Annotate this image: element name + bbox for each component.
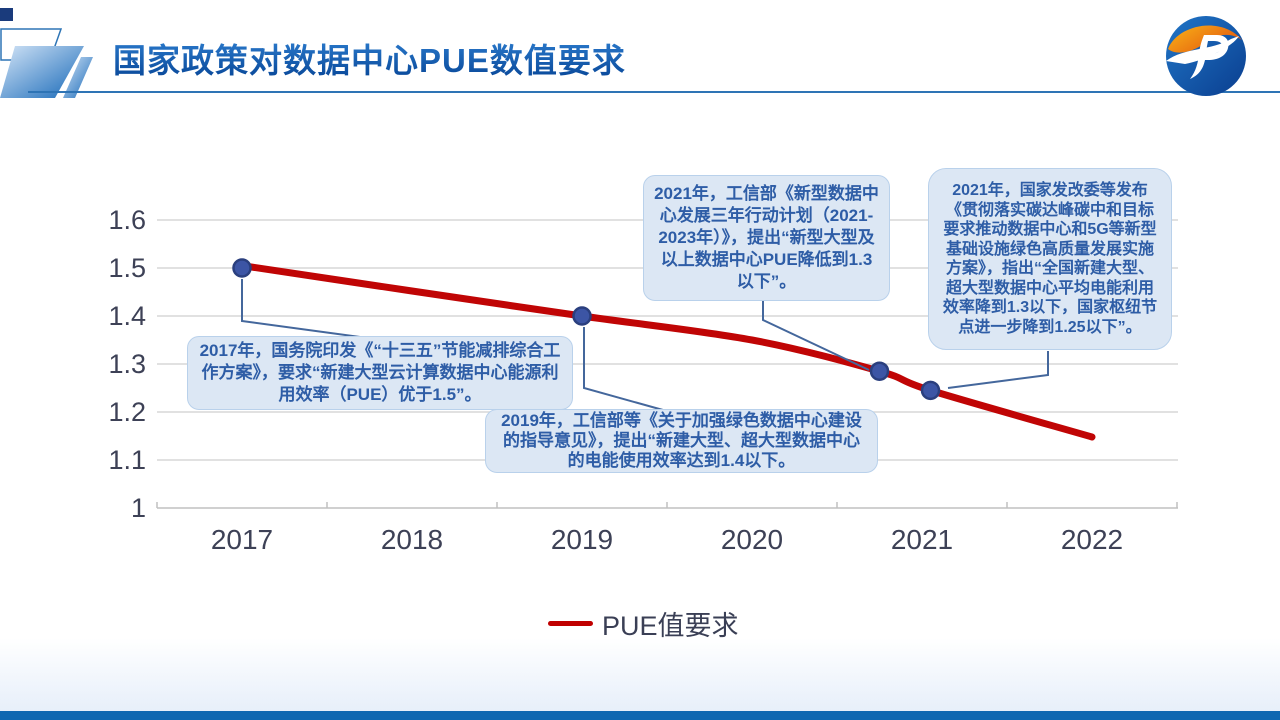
callout-connector-2021-ndrc [947, 351, 1049, 389]
y-tick-label: 1.2 [108, 397, 146, 427]
x-tick-label: 2019 [551, 524, 613, 555]
data-point-marker [232, 258, 252, 278]
chart-legend: PUE值要求 [548, 604, 739, 643]
callout-2017-text: 2017年，国务院印发《“十三五”节能减排综合工作方案》，要求“新建大型云计算数… [199, 341, 561, 404]
y-tick-label: 1 [131, 493, 146, 523]
footer-gradient [0, 638, 1280, 711]
data-point-marker [572, 306, 592, 326]
page-title: 国家政策对数据中心PUE数值要求 [113, 34, 626, 82]
y-tick-label: 1.6 [108, 205, 146, 235]
callout-connector-2019 [583, 327, 664, 411]
callout-2019: 2019年，工信部等《关于加强绿色数据中心建设的指导意见》，提出“新建大型、超大… [485, 409, 878, 473]
y-tick-label: 1.5 [108, 253, 146, 283]
legend-label: PUE值要求 [602, 611, 739, 641]
header-underline [28, 91, 1280, 93]
x-tick-label: 2021 [891, 524, 953, 555]
company-logo-icon [1166, 16, 1246, 96]
callout-2021-miit-text: 2021年，工信部《新型数据中心发展三年行动计划（2021-2023年）》，提出… [654, 184, 879, 291]
callout-connector-2021-miit [762, 301, 870, 371]
header-decoration-icon [0, 8, 93, 98]
legend-line-swatch [548, 621, 593, 626]
footer-bar [0, 711, 1280, 720]
callout-connector-2017 [241, 279, 361, 338]
data-point-marker [920, 380, 941, 401]
x-tick-label: 2020 [721, 524, 783, 555]
callout-2017: 2017年，国务院印发《“十三五”节能减排综合工作方案》，要求“新建大型云计算数… [187, 336, 573, 410]
y-tick-label: 1.4 [108, 301, 146, 331]
callout-2019-text: 2019年，工信部等《关于加强绿色数据中心建设的指导意见》，提出“新建大型、超大… [501, 411, 862, 470]
y-tick-label: 1.3 [108, 349, 146, 379]
callout-2021-miit: 2021年，工信部《新型数据中心发展三年行动计划（2021-2023年）》，提出… [643, 175, 890, 301]
y-tick-label: 1.1 [108, 445, 146, 475]
data-point-marker [869, 361, 890, 381]
x-tick-label: 2017 [211, 524, 273, 555]
x-tick-label: 2022 [1061, 524, 1123, 555]
x-tick-label: 2018 [381, 524, 443, 555]
callout-2021-ndrc-text: 2021年，国家发改委等发布《贯彻落实碳达峰碳中和目标要求推动数据中心和5G等新… [942, 182, 1158, 336]
callout-2021-ndrc: 2021年，国家发改委等发布《贯彻落实碳达峰碳中和目标要求推动数据中心和5G等新… [928, 168, 1172, 350]
